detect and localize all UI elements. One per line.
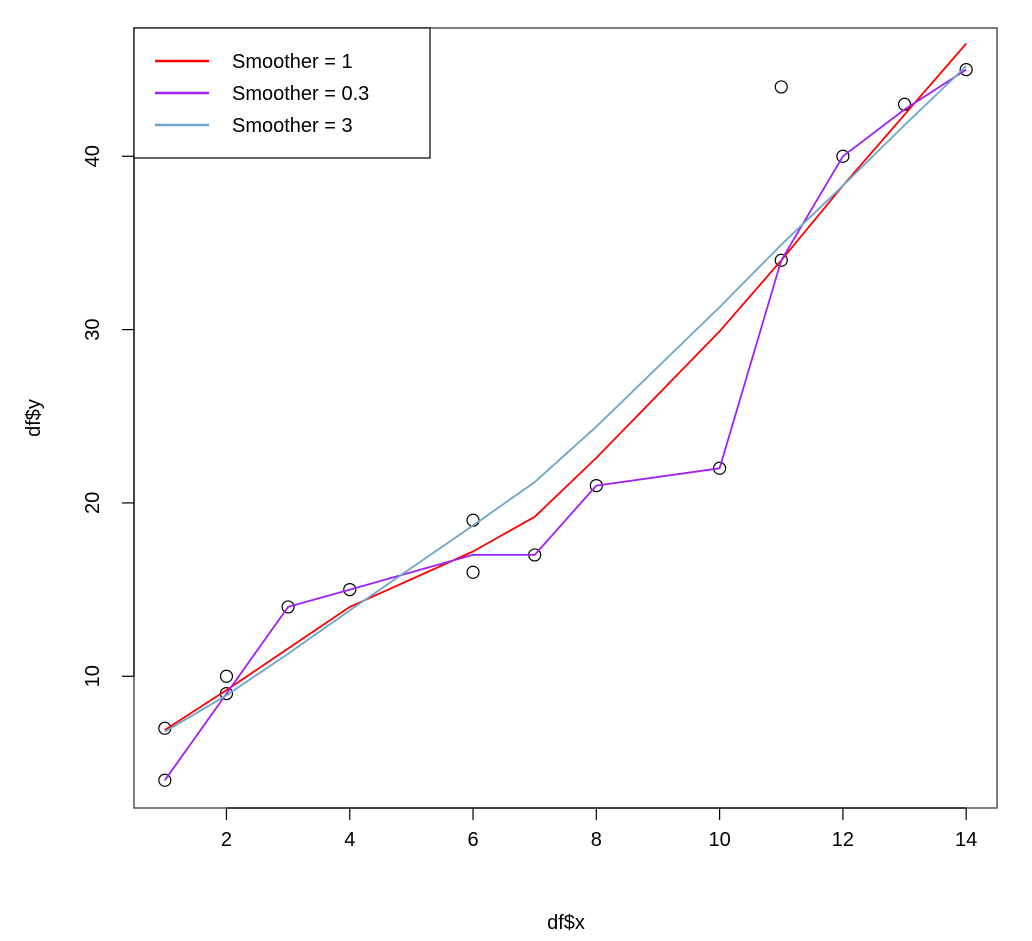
y-axis-label: df$y — [23, 399, 45, 437]
y-tick-label: 40 — [82, 145, 104, 167]
series-line-0 — [164, 43, 967, 731]
series-line-1 — [164, 68, 967, 781]
data-point — [959, 62, 973, 77]
x-tick-label: 10 — [708, 829, 730, 851]
x-tick-label: 4 — [344, 829, 355, 851]
x-tick-label: 12 — [832, 829, 854, 851]
legend: Smoother = 1 Smoother = 0.3 Smoother = 3 — [133, 27, 431, 159]
data-point — [343, 582, 357, 597]
data-point — [158, 773, 172, 787]
y-axis: 10 20 30 40 — [82, 145, 135, 687]
y-tick-label: 10 — [82, 665, 104, 687]
y-tick-label: 20 — [82, 492, 104, 514]
data-point — [219, 669, 234, 683]
data-point — [836, 149, 850, 163]
legend-label: Smoother = 3 — [232, 115, 353, 137]
smoother-lines — [164, 43, 967, 781]
y-tick-label: 30 — [82, 318, 104, 340]
data-point — [281, 600, 295, 614]
x-tick-label: 14 — [955, 829, 977, 851]
series-line-2 — [164, 65, 967, 733]
legend-label: Smoother = 1 — [232, 51, 353, 73]
x-tick-label: 2 — [221, 829, 232, 851]
data-point — [774, 253, 788, 267]
x-axis-label: df$x — [547, 912, 585, 934]
data-point — [774, 80, 788, 94]
x-tick-label: 8 — [591, 829, 602, 851]
legend-box — [133, 27, 431, 159]
data-points — [158, 62, 973, 787]
legend-label: Smoother = 0.3 — [232, 83, 369, 105]
x-tick-label: 6 — [467, 829, 478, 851]
x-axis: 2 4 6 8 10 12 14 — [221, 807, 977, 851]
data-point — [466, 565, 480, 579]
